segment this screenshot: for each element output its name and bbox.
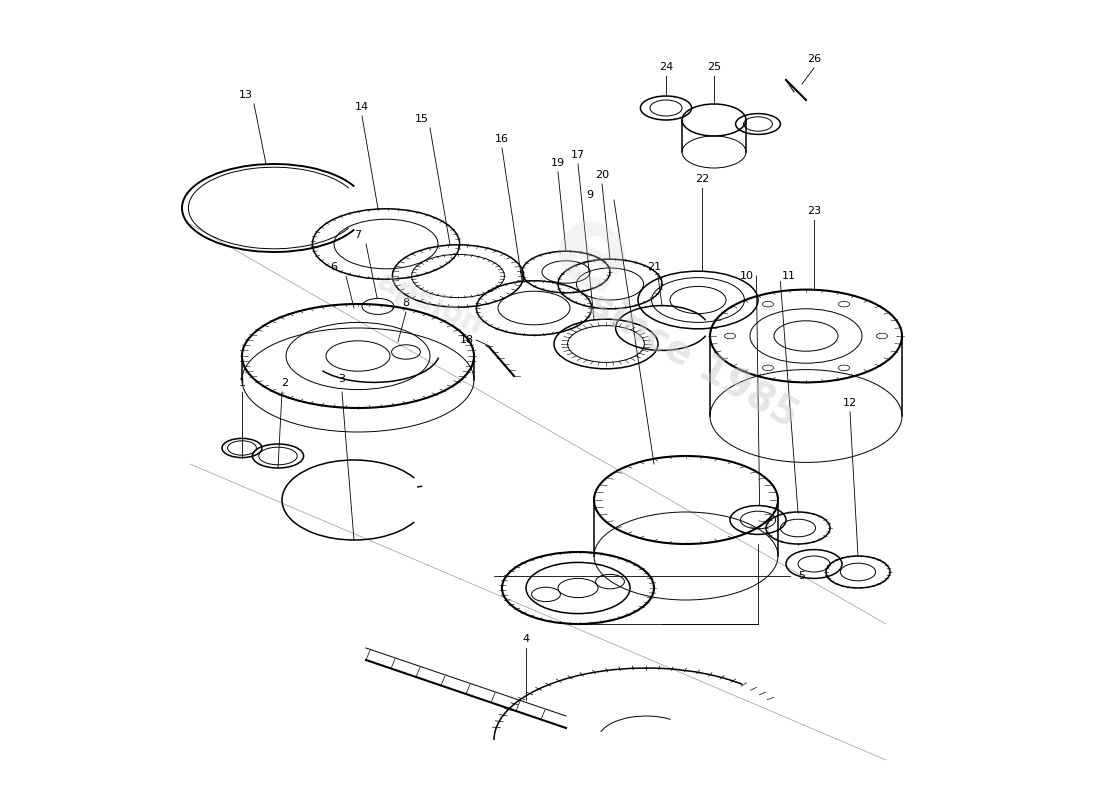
Text: since 1985: since 1985 [583, 285, 805, 435]
Text: 1: 1 [239, 378, 245, 388]
Text: 17: 17 [571, 150, 585, 160]
Text: 24: 24 [659, 62, 673, 72]
Text: 19: 19 [551, 158, 565, 168]
Text: 16: 16 [495, 134, 509, 144]
Text: apsion: apsion [373, 267, 487, 341]
Text: 8: 8 [403, 298, 409, 308]
Text: 6: 6 [330, 262, 338, 272]
Text: 10: 10 [740, 271, 754, 281]
Text: 21: 21 [647, 262, 661, 272]
Text: 15: 15 [415, 114, 429, 124]
Text: 3: 3 [339, 374, 345, 384]
Text: 23: 23 [807, 206, 821, 216]
Text: 5: 5 [798, 571, 805, 581]
Text: 7: 7 [354, 230, 362, 240]
Text: 18: 18 [460, 335, 474, 345]
Text: 2: 2 [280, 378, 288, 388]
Text: e: e [530, 191, 649, 321]
Text: 11: 11 [782, 271, 796, 281]
Text: 26: 26 [807, 54, 821, 64]
Text: 20: 20 [595, 170, 609, 180]
Text: 9: 9 [586, 190, 594, 200]
Text: 25: 25 [707, 62, 722, 72]
Text: 12: 12 [843, 398, 857, 408]
Text: 13: 13 [239, 90, 253, 100]
Text: 14: 14 [355, 102, 370, 112]
Text: 22: 22 [695, 174, 710, 184]
Text: 4: 4 [522, 634, 529, 644]
